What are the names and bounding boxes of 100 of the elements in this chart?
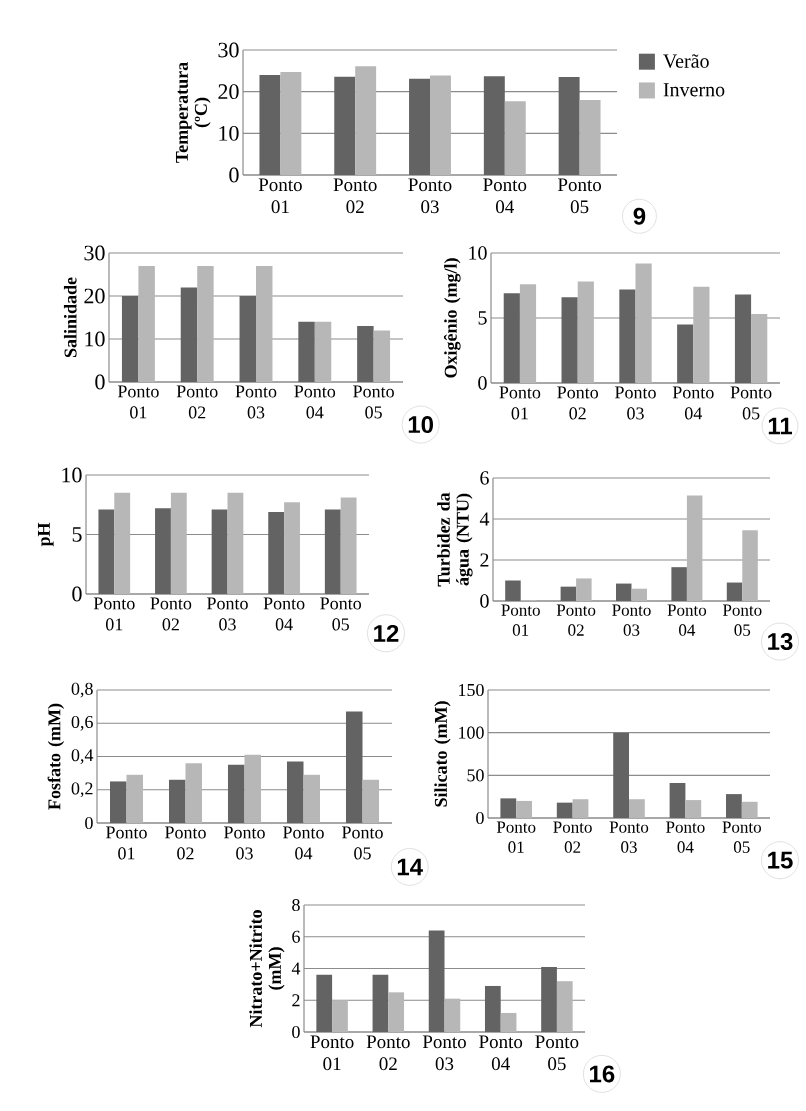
bar (180, 287, 198, 382)
bar (316, 974, 333, 1032)
y-tick-label: 30 (218, 42, 239, 58)
x-tick-label: Ponto 03 (224, 826, 265, 860)
x-tick-label: Ponto 02 (165, 826, 206, 860)
bar (686, 495, 703, 601)
bar (503, 293, 520, 383)
bar (556, 981, 573, 1032)
x-tick-label: Ponto 03 (422, 1035, 466, 1071)
legend-label: Inverno (663, 83, 725, 97)
x-tick-label: Ponto 04 (672, 386, 714, 420)
x-tick-label: Ponto 04 (283, 826, 324, 860)
bar (726, 582, 743, 601)
text: 13 (768, 633, 793, 651)
y-tick-label: 2 (480, 553, 489, 567)
text: 10 (408, 416, 433, 434)
bar (635, 263, 652, 383)
bar (734, 294, 752, 383)
bar (280, 72, 302, 175)
x-tick-label: Ponto 05 (353, 385, 394, 419)
x-tick-label: Ponto 01 (501, 604, 540, 636)
bar (197, 265, 214, 382)
bar (516, 800, 532, 818)
bar (572, 799, 589, 818)
y-tick-label: 0 (85, 816, 93, 830)
bar (114, 492, 131, 594)
y-axis-title: Turbidez da água (NTU) (437, 492, 473, 587)
x-tick-label: Ponto 05 (722, 821, 761, 853)
bar (483, 76, 505, 175)
bar (629, 799, 645, 818)
bar (500, 798, 517, 818)
x-tick-label: Ponto 04 (479, 1035, 523, 1071)
legend-label: Verão (663, 54, 709, 68)
y-tick-label: 150 (459, 683, 484, 697)
bar (484, 985, 501, 1032)
x-tick-label: Ponto 01 (258, 178, 302, 214)
bar (558, 77, 580, 175)
y-tick-label: 0 (292, 1025, 300, 1039)
bar (556, 802, 573, 818)
y-tick-label: 4 (291, 962, 301, 975)
bar (284, 502, 300, 594)
bar (372, 974, 389, 1032)
text: 16 (590, 1065, 615, 1083)
bar (227, 764, 245, 823)
bar (677, 324, 694, 383)
bar (671, 567, 687, 601)
bar (693, 286, 710, 383)
y-tick-label: 0 (95, 374, 105, 390)
y-tick-label: 0 (476, 811, 484, 825)
x-tick-label: Ponto 05 (557, 178, 602, 214)
x-tick-label: Ponto 04 (666, 821, 705, 853)
text: 9 (633, 207, 646, 225)
text: 11 (768, 417, 793, 435)
bar (500, 1012, 517, 1032)
y-axis-title: Oxigênio (mg/l) (443, 258, 461, 378)
y-axis-title: Temperatura (ºC) (175, 62, 211, 163)
bar (244, 754, 262, 823)
x-tick-label: Ponto 05 (320, 597, 362, 631)
y-tick-label: 0,4 (71, 749, 94, 764)
bar (669, 783, 686, 818)
bar (170, 492, 187, 594)
x-tick-label: Ponto 03 (207, 597, 248, 631)
y-axis-title: Fosfato (mM) (47, 703, 65, 810)
bar (155, 508, 171, 594)
x-tick-label: Ponto 02 (150, 597, 192, 631)
bar (430, 75, 451, 175)
bar (298, 321, 315, 382)
bar (388, 992, 405, 1032)
bar (334, 76, 356, 175)
y-tick-label: 0,2 (71, 782, 93, 798)
x-tick-label: Ponto 02 (553, 821, 592, 853)
bar (362, 779, 380, 823)
bar (685, 800, 702, 818)
bar (504, 101, 526, 175)
bar (751, 314, 768, 383)
bar (541, 966, 557, 1032)
y-tick-label: 10 (62, 467, 82, 483)
x-tick-label: Ponto 03 (408, 178, 452, 214)
bar (185, 763, 203, 823)
x-tick-label: Ponto 02 (556, 604, 596, 636)
text: 12 (374, 624, 399, 642)
y-tick-label: 8 (292, 898, 300, 912)
bar (373, 330, 391, 382)
y-axis-title: pH (37, 522, 54, 547)
x-tick-label: Ponto 03 (609, 821, 649, 853)
x-tick-label: Ponto 04 (667, 604, 707, 636)
y-axis-title: Silicato (mM) (434, 701, 451, 807)
x-tick-label: Ponto 04 (483, 178, 527, 214)
bar (98, 509, 115, 594)
bar (631, 588, 648, 601)
bar (303, 774, 321, 823)
bar (259, 74, 281, 175)
bar (256, 265, 273, 382)
y-tick-label: 6 (480, 471, 489, 485)
bar (168, 779, 186, 823)
bar (355, 66, 377, 175)
x-tick-label: Ponto 03 (612, 604, 651, 636)
bar (505, 580, 521, 601)
y-tick-label: 20 (84, 288, 105, 304)
y-tick-label: 0 (72, 586, 82, 602)
